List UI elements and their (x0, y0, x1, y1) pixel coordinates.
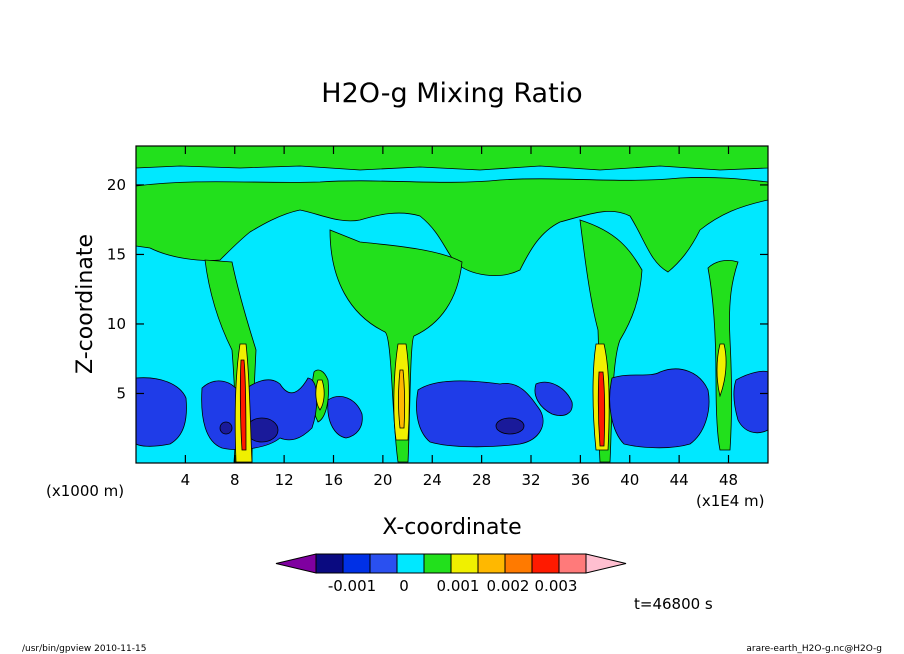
colorbar-swatch (396, 553, 425, 574)
dark-core-2 (495, 417, 525, 435)
x-tick-label: 20 (373, 471, 392, 489)
updraft-left-core (239, 359, 247, 451)
y-axis-title: Z-coordinate (73, 234, 98, 374)
x-tick-label: 36 (571, 471, 590, 489)
y-tick-label: 10 (107, 315, 126, 333)
colorbar-swatch (558, 553, 587, 574)
blue-region-5 (534, 381, 573, 416)
chart-title: H2O-g Mixing Ratio (321, 78, 582, 109)
x-tick-label: 40 (620, 471, 639, 489)
x-tick-label: 32 (521, 471, 540, 489)
updraft-right-core (597, 371, 606, 447)
y-tick-label: 5 (116, 384, 126, 402)
x-tick-label: 28 (472, 471, 491, 489)
colorbar-swatch (477, 553, 506, 574)
x-tick-label: 16 (324, 471, 343, 489)
colorbar (275, 553, 627, 574)
x-unit-left: (x1000 m) (46, 482, 124, 500)
colorbar-label: -0.001 (328, 577, 376, 595)
dark-core-3 (219, 421, 233, 435)
colorbar-over-triangle (585, 553, 627, 574)
plot-frame (135, 145, 769, 464)
colorbar-swatch (315, 553, 344, 574)
colorbar-labels: -0.001 0 0.001 0.002 0.003 (328, 577, 578, 595)
colorbar-label: 0.001 (437, 577, 480, 595)
anvil-center (329, 229, 463, 463)
blue-region-1 (136, 377, 187, 447)
y-tick-label: 20 (107, 176, 126, 194)
x-tick-label: 12 (275, 471, 294, 489)
colorbar-swatch (450, 553, 479, 574)
mid-green-band (136, 177, 768, 276)
contour-field (136, 146, 768, 463)
colorbar-swatch (342, 553, 371, 574)
updraft-center-core (398, 369, 406, 429)
colorbar-label: 0.002 (487, 577, 530, 595)
colorbar-swatch (504, 553, 533, 574)
colorbar-swatch (423, 553, 452, 574)
colorbar-swatch (531, 553, 560, 574)
blue-region-4 (416, 380, 544, 448)
time-label: t=46800 s (634, 595, 713, 613)
x-unit-right: (x1E4 m) (696, 492, 765, 510)
x-tick-label: 24 (423, 471, 442, 489)
x-tick-label: 48 (719, 471, 738, 489)
plot-area (135, 145, 769, 464)
colorbar-label: 0.003 (535, 577, 578, 595)
footer-right: arare-earth_H2O-g.nc@H2O-g (746, 644, 882, 654)
x-tick-label: 44 (670, 471, 689, 489)
blue-region-3 (327, 396, 363, 439)
footer-left: /usr/bin/gpview 2010-11-15 (22, 644, 146, 654)
x-tick-label: 8 (230, 471, 240, 489)
x-tick-label: 4 (181, 471, 191, 489)
colorbar-under-triangle (275, 553, 317, 574)
updraft-small-2 (716, 343, 727, 398)
x-axis-title: X-coordinate (382, 515, 521, 540)
anvil-right (579, 219, 643, 463)
blue-region-6 (609, 368, 710, 449)
y-axis-ticks: 5 10 15 20 (107, 176, 768, 402)
y-tick-label: 15 (107, 245, 126, 263)
colorbar-label: 0 (399, 577, 409, 595)
x-axis-ticks: 4 8 12 16 20 24 28 32 36 40 44 48 (181, 146, 738, 489)
colorbar-swatch (369, 553, 398, 574)
updraft-small-1 (315, 379, 325, 411)
blue-region-7 (733, 370, 768, 434)
upper-green-band (136, 146, 768, 171)
